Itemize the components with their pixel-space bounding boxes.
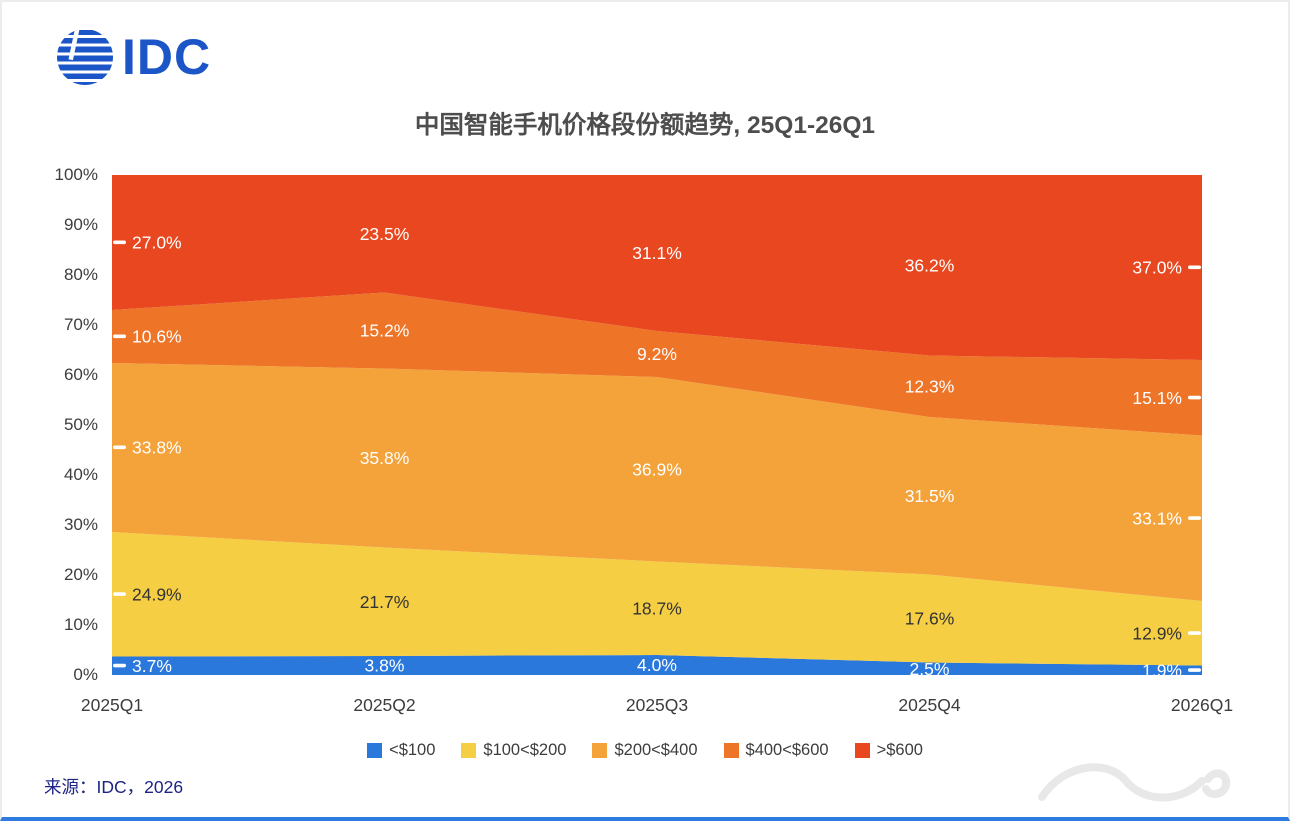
chart-area-2: [112, 363, 1202, 601]
legend-item: $200<$400: [592, 741, 698, 760]
stacked-area-plot: 3.7% 3.8% 4.0% 2.5% 1.9% 24.9% 21.7% 18.7% 17.6%…: [112, 175, 1202, 680]
watermark: [1038, 763, 1231, 802]
data-label: 2.5%: [910, 659, 950, 679]
legend-item: $100<$200: [461, 741, 566, 760]
label-tick: [113, 240, 126, 245]
legend-item: >$600: [854, 741, 923, 760]
legend-label: $400<$600: [745, 741, 829, 759]
label-tick: [113, 445, 126, 450]
data-label: 1.9%: [1142, 660, 1182, 680]
data-label: 36.2%: [905, 255, 955, 275]
y-axis-label: 60%: [63, 365, 98, 384]
y-axis-label: 0%: [73, 665, 98, 684]
chart-title: 中国智能手机价格段份额趋势, 25Q1-26Q1: [414, 112, 876, 139]
data-label: 10.6%: [132, 327, 182, 347]
label-tick: [113, 663, 126, 668]
x-axis-label: 2025Q4: [898, 695, 961, 715]
legend-swatch: [592, 743, 608, 758]
y-axis-label: 90%: [63, 215, 98, 234]
x-axis-label: 2025Q2: [353, 695, 416, 715]
data-label: 35.8%: [360, 448, 410, 468]
label-tick: [113, 592, 126, 596]
label-tick: [1188, 395, 1201, 400]
data-label: 15.1%: [1132, 388, 1182, 408]
idc-logo-text: IDC: [122, 29, 212, 85]
data-label: 31.1%: [632, 243, 682, 263]
x-axis-label: 2025Q3: [625, 695, 689, 715]
idc-logo: IDC: [54, 26, 211, 88]
data-label: 15.2%: [360, 321, 410, 341]
label-tick: [1188, 668, 1201, 672]
y-axis-label: 30%: [63, 515, 98, 534]
y-axis-label: 80%: [63, 265, 98, 284]
chart-area-4: [112, 175, 1202, 360]
x-axis-label: 2025Q1: [80, 695, 144, 715]
legend-item: <$100: [367, 741, 435, 760]
chart-area-0: [112, 655, 1202, 675]
legend-swatch: [367, 743, 383, 758]
source-note: 来源：IDC，2026: [44, 777, 184, 797]
data-label: 31.5%: [905, 486, 955, 506]
data-label: 12.9%: [1132, 623, 1182, 643]
legend-swatch: [723, 743, 739, 758]
chart-area-3: [112, 292, 1202, 436]
data-label: 27.0%: [132, 233, 182, 253]
label-tick: [1188, 516, 1201, 520]
data-label: 23.5%: [360, 224, 410, 244]
data-label: 17.6%: [905, 609, 955, 629]
y-axis-label: 50%: [63, 415, 98, 434]
data-label: 33.8%: [132, 438, 182, 458]
legend-label: $100<$200: [483, 741, 567, 759]
y-axis-label: 10%: [63, 615, 98, 634]
data-label: 36.9%: [632, 459, 682, 479]
data-label: 33.1%: [1132, 508, 1182, 528]
x-axis-label: 2026Q1: [1170, 695, 1234, 715]
y-axis-label: 40%: [63, 465, 98, 484]
chart-area-1: [112, 532, 1202, 666]
legend-label: >$600: [876, 741, 923, 759]
y-axis-label: 20%: [63, 565, 98, 584]
data-label: 9.2%: [637, 344, 677, 364]
y-axis-label: 70%: [63, 315, 98, 334]
label-tick: [1188, 631, 1201, 635]
legend-swatch: [854, 743, 870, 758]
data-label: 4.0%: [637, 655, 677, 675]
data-label: 37.0%: [1132, 258, 1182, 278]
label-tick: [113, 334, 126, 339]
legend-swatch: [461, 743, 477, 758]
data-label: 12.3%: [905, 376, 955, 396]
data-label: 3.7%: [132, 656, 172, 676]
idc-globe-icon: [57, 29, 113, 85]
data-label: 18.7%: [632, 598, 682, 618]
y-axis-label: 100%: [54, 165, 98, 184]
data-label: 21.7%: [360, 592, 410, 612]
legend-label: $200<$400: [614, 741, 698, 759]
legend-item: $400<$600: [723, 741, 829, 760]
data-label: 3.8%: [365, 656, 405, 676]
legend: <$100 $100<$200 $200<$400 $400<$600 >$600: [2, 741, 1288, 760]
data-label: 24.9%: [132, 584, 182, 604]
label-tick: [1188, 265, 1201, 270]
legend-label: <$100: [389, 741, 436, 759]
